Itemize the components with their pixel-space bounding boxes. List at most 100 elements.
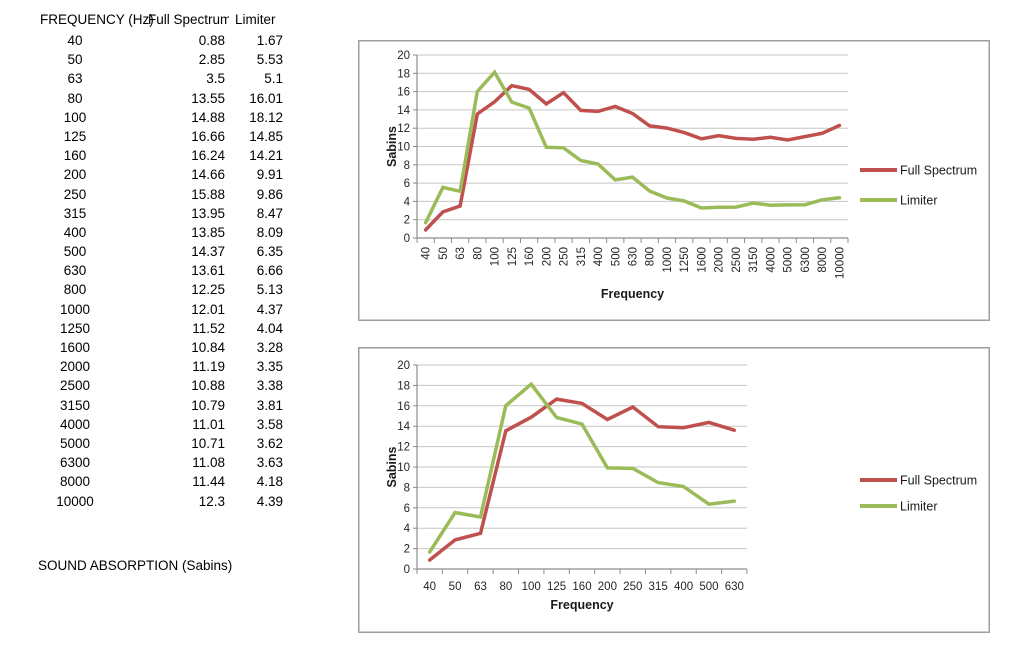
- x-axis-title: Frequency: [601, 287, 664, 301]
- cell-full-spectrum[interactable]: 10.79: [191, 397, 225, 413]
- cell-limiter[interactable]: 9.91: [256, 167, 283, 183]
- cell-limiter[interactable]: 9.86: [256, 186, 283, 202]
- cell-limiter[interactable]: 14.85: [249, 128, 283, 144]
- legend-label[interactable]: Limiter: [900, 194, 938, 208]
- x-tick-label: 400: [674, 581, 693, 593]
- cell-full-spectrum[interactable]: 0.88: [198, 33, 225, 48]
- chart-all-frequencies[interactable]: 0 2 4 6 8 10 12 14 16 18 20 40 50 63 80 100 125 160 200 250…: [358, 40, 990, 326]
- cell-frequency[interactable]: 4000: [59, 416, 91, 432]
- cell-limiter[interactable]: 3.63: [256, 455, 283, 471]
- cell-frequency[interactable]: 500: [63, 244, 87, 260]
- cell-frequency[interactable]: 125: [63, 128, 87, 144]
- cell-frequency[interactable]: 250: [63, 186, 87, 202]
- cell-full-spectrum[interactable]: 14.66: [191, 167, 225, 183]
- cell-full-spectrum[interactable]: 12.25: [191, 282, 225, 298]
- cell-full-spectrum[interactable]: 13.61: [191, 263, 225, 279]
- cell-frequency[interactable]: 10000: [56, 493, 94, 509]
- cell-frequency[interactable]: 200: [63, 167, 87, 183]
- cell-frequency[interactable]: 8000: [59, 474, 91, 490]
- table-row: 250 15.88 9.86: [40, 185, 290, 204]
- cell-limiter[interactable]: 14.21: [249, 148, 283, 164]
- cell-full-spectrum[interactable]: 10.84: [191, 340, 225, 355]
- cell-limiter[interactable]: 5.13: [256, 282, 283, 298]
- cell-full-spectrum[interactable]: 16.24: [191, 148, 225, 164]
- table-row: 50 2.85 5.53: [40, 50, 290, 69]
- series-line-limiter: [423, 69, 842, 225]
- cell-limiter[interactable]: 4.04: [256, 320, 283, 336]
- cell-frequency[interactable]: 630: [63, 263, 87, 279]
- cell-full-spectrum[interactable]: 12.3: [198, 493, 225, 509]
- cell-frequency[interactable]: 6300: [59, 455, 91, 471]
- cell-frequency[interactable]: 63: [67, 71, 83, 87]
- cell-frequency[interactable]: 2500: [59, 378, 91, 394]
- table-row: 160 16.24 14.21: [40, 146, 290, 165]
- cell-limiter[interactable]: 5.1: [264, 71, 283, 87]
- cell-full-spectrum[interactable]: 11.44: [192, 474, 225, 490]
- cell-limiter[interactable]: 6.66: [256, 263, 283, 279]
- cell-frequency[interactable]: 5000: [59, 435, 91, 451]
- cell-frequency[interactable]: 3150: [59, 397, 91, 413]
- cell-limiter[interactable]: 6.35: [256, 244, 283, 260]
- cell-limiter[interactable]: 3.28: [256, 340, 283, 355]
- cell-limiter[interactable]: 18.12: [249, 109, 283, 125]
- cell-frequency[interactable]: 400: [63, 224, 87, 240]
- cell-frequency[interactable]: 2000: [59, 359, 91, 375]
- cell-full-spectrum[interactable]: 13.55: [191, 90, 225, 106]
- table-body: 40 0.88 1.67 50 2.85 5.53 63 3.5 5.1 80 13.55 16.01…: [40, 31, 290, 511]
- cell-frequency[interactable]: 40: [67, 33, 83, 48]
- legend-label[interactable]: Full Spectrum: [900, 474, 977, 488]
- cell-limiter[interactable]: 5.53: [256, 52, 283, 68]
- x-tick-label: 400: [593, 247, 605, 266]
- cell-limiter[interactable]: 16.01: [249, 90, 283, 106]
- cell-limiter[interactable]: 1.67: [256, 33, 283, 48]
- header-frequency[interactable]: FREQUENCY (Hz): [40, 12, 154, 27]
- cell-limiter[interactable]: 4.39: [256, 493, 283, 509]
- cell-limiter[interactable]: 8.09: [256, 224, 283, 240]
- cell-full-spectrum[interactable]: 10.88: [191, 378, 225, 394]
- cell-limiter[interactable]: 4.37: [256, 301, 283, 317]
- cell-full-spectrum[interactable]: 16.66: [191, 128, 225, 144]
- cell-full-spectrum[interactable]: 14.88: [191, 109, 225, 125]
- cell-limiter[interactable]: 8.47: [256, 205, 283, 221]
- cell-limiter[interactable]: 3.62: [256, 435, 283, 451]
- cell-frequency[interactable]: 1000: [59, 301, 91, 317]
- cell-limiter[interactable]: 3.38: [256, 378, 283, 394]
- cell-full-spectrum[interactable]: 11.19: [192, 359, 225, 375]
- cell-frequency[interactable]: 800: [63, 282, 87, 298]
- header-limiter[interactable]: Limiter: [235, 12, 276, 27]
- table-row: 1000 12.01 4.37: [40, 300, 290, 319]
- cell-full-spectrum[interactable]: 12.01: [191, 301, 225, 317]
- cell-limiter[interactable]: 3.58: [256, 416, 283, 432]
- header-full-spectrum[interactable]: Full Spectrum: [148, 12, 229, 27]
- table-row: 630 13.61 6.66: [40, 261, 290, 280]
- x-tick-label: 250: [559, 247, 571, 266]
- cell-frequency[interactable]: 160: [63, 148, 87, 164]
- chart-low-frequencies[interactable]: 0 2 4 6 8 10 12 14 16 18 20 40 50 63 80 100 125 160 200 250…: [358, 347, 990, 638]
- legend-label[interactable]: Full Spectrum: [900, 164, 977, 178]
- cell-full-spectrum[interactable]: 14.37: [191, 244, 225, 260]
- cell-frequency[interactable]: 1250: [59, 320, 91, 336]
- cell-limiter[interactable]: 4.18: [256, 474, 283, 490]
- cell-limiter[interactable]: 3.35: [256, 359, 283, 375]
- x-axis-title: Frequency: [550, 598, 613, 612]
- cell-frequency[interactable]: 50: [67, 52, 83, 68]
- cell-frequency[interactable]: 1600: [59, 340, 91, 355]
- cell-full-spectrum[interactable]: 11.08: [192, 455, 225, 471]
- cell-full-spectrum[interactable]: 13.95: [191, 205, 225, 221]
- y-tick-label: 4: [404, 523, 411, 535]
- cell-full-spectrum[interactable]: 11.52: [192, 320, 225, 336]
- cell-full-spectrum[interactable]: 10.71: [191, 435, 225, 451]
- cell-full-spectrum[interactable]: 2.85: [198, 52, 225, 68]
- y-tick-label: 16: [397, 401, 410, 413]
- cell-frequency[interactable]: 315: [63, 205, 87, 221]
- cell-frequency[interactable]: 80: [67, 90, 83, 106]
- cell-full-spectrum[interactable]: 11.01: [192, 416, 225, 432]
- cell-limiter[interactable]: 3.81: [256, 397, 283, 413]
- cell-full-spectrum[interactable]: 3.5: [206, 71, 225, 87]
- series-line-full-spectrum: [427, 397, 737, 562]
- legend-label[interactable]: Limiter: [900, 500, 938, 514]
- cell-full-spectrum[interactable]: 13.85: [191, 224, 225, 240]
- cell-frequency[interactable]: 100: [63, 109, 87, 125]
- cell-full-spectrum[interactable]: 15.88: [191, 186, 225, 202]
